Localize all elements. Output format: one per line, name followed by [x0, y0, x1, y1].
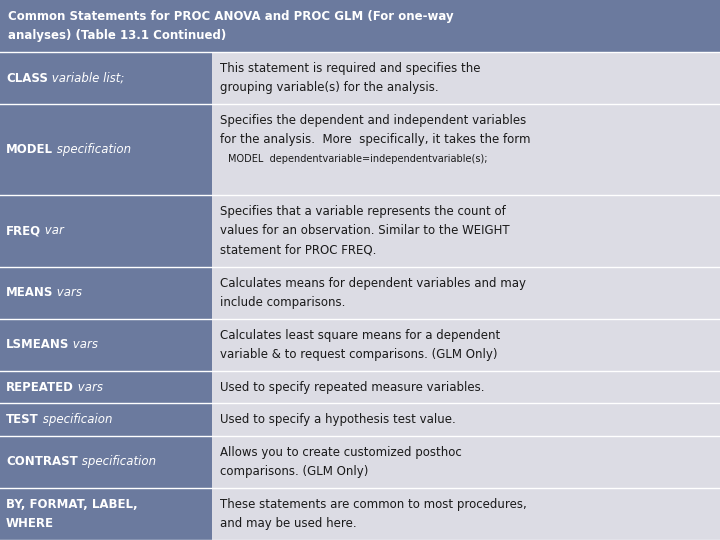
Bar [212, 371, 720, 403]
Text: Calculates means for dependent variables and may: Calculates means for dependent variables… [220, 276, 526, 289]
Text: WHERE: WHERE [6, 517, 54, 530]
Bar [212, 488, 720, 540]
Text: Used to specify repeated measure variables.: Used to specify repeated measure variabl… [220, 381, 485, 394]
Text: LSMEANS: LSMEANS [6, 339, 69, 352]
Bar [0, 267, 212, 319]
Bar [212, 52, 720, 104]
Bar [0, 403, 212, 436]
Text: vars: vars [74, 381, 103, 394]
Text: for the analysis.  More  specifically, it takes the form: for the analysis. More specifically, it … [220, 133, 531, 146]
Text: specificaion: specificaion [39, 413, 112, 426]
Text: This statement is required and specifies the: This statement is required and specifies… [220, 62, 481, 75]
Text: analyses) (Table 13.1 Continued): analyses) (Table 13.1 Continued) [8, 29, 226, 42]
Text: CONTRAST: CONTRAST [6, 455, 78, 468]
Bar [212, 267, 720, 319]
Text: MODEL: MODEL [6, 143, 53, 156]
Text: vars: vars [53, 286, 82, 299]
Bar [212, 195, 720, 267]
Text: grouping variable(s) for the analysis.: grouping variable(s) for the analysis. [220, 82, 439, 94]
Text: specification: specification [53, 143, 131, 156]
Bar [0, 488, 212, 540]
Bar [0, 52, 212, 104]
Text: TEST: TEST [6, 413, 39, 426]
Text: BY, FORMAT, LABEL,: BY, FORMAT, LABEL, [6, 498, 138, 511]
Text: statement for PROC FREQ.: statement for PROC FREQ. [220, 244, 377, 257]
Text: MEANS: MEANS [6, 286, 53, 299]
Text: comparisons. (GLM Only): comparisons. (GLM Only) [220, 465, 369, 478]
Bar [212, 403, 720, 436]
Text: var: var [41, 225, 64, 238]
Text: variable list;: variable list; [48, 72, 125, 85]
Text: FREQ: FREQ [6, 225, 41, 238]
Text: Specifies the dependent and independent variables: Specifies the dependent and independent … [220, 114, 526, 127]
Text: REPEATED: REPEATED [6, 381, 74, 394]
Text: values for an observation. Similar to the WEIGHT: values for an observation. Similar to th… [220, 225, 510, 238]
Text: These statements are common to most procedures,: These statements are common to most proc… [220, 498, 527, 511]
Bar [0, 436, 212, 488]
Text: Allows you to create customized posthoc: Allows you to create customized posthoc [220, 446, 462, 458]
Bar [212, 436, 720, 488]
Text: MODEL  dependentvariable=independentvariable(s);: MODEL dependentvariable=independentvaria… [228, 154, 488, 164]
Text: vars: vars [69, 339, 99, 352]
Bar [212, 319, 720, 371]
Text: specification: specification [78, 455, 156, 468]
Text: and may be used here.: and may be used here. [220, 517, 357, 530]
Text: Used to specify a hypothesis test value.: Used to specify a hypothesis test value. [220, 413, 456, 426]
Text: Calculates least square means for a dependent: Calculates least square means for a depe… [220, 328, 500, 342]
Bar [0, 195, 212, 267]
Text: Common Statements for PROC ANOVA and PROC GLM (For one-way: Common Statements for PROC ANOVA and PRO… [8, 10, 454, 23]
Text: CLASS: CLASS [6, 72, 48, 85]
Text: include comparisons.: include comparisons. [220, 296, 346, 309]
Text: variable & to request comparisons. (GLM Only): variable & to request comparisons. (GLM … [220, 348, 498, 361]
Bar [0, 0, 720, 52]
Bar [0, 104, 212, 195]
Bar [212, 104, 720, 195]
Bar [0, 319, 212, 371]
Text: Specifies that a variable represents the count of: Specifies that a variable represents the… [220, 205, 506, 218]
Bar [0, 371, 212, 403]
